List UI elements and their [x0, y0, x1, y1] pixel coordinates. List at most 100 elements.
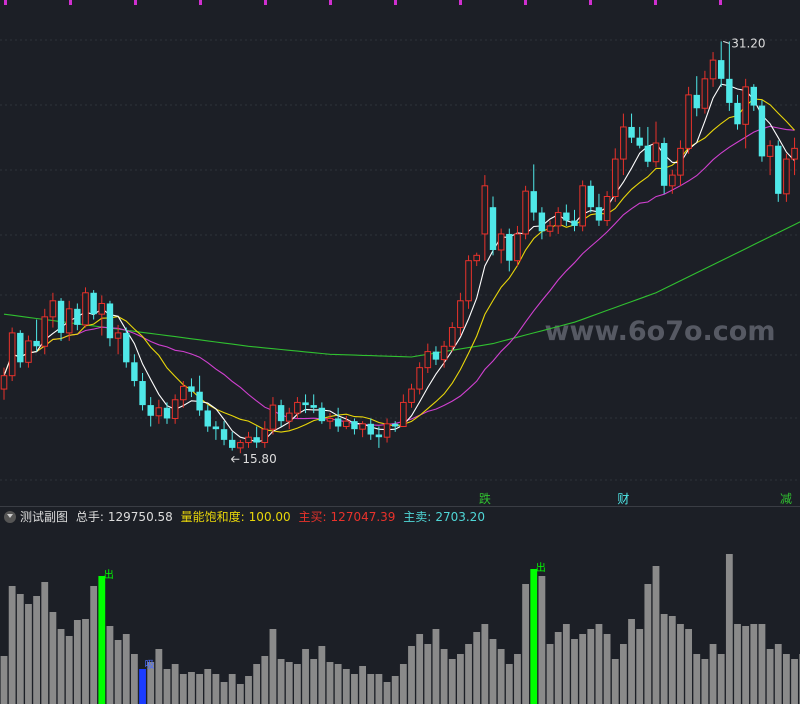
- volume-chart[interactable]: 出吸 出: [0, 526, 800, 704]
- candle-body: [74, 308, 81, 325]
- low-arrow: [230, 455, 240, 463]
- volume-bar: [571, 639, 578, 704]
- candle-body: [180, 385, 187, 401]
- volume-bar: [660, 614, 668, 704]
- candle-body: [106, 303, 114, 339]
- candle-body: [82, 292, 89, 326]
- volume-bar: [114, 640, 122, 704]
- kline-chart[interactable]: www.6o7o.com 31.20 15.80 跌 财 减: [0, 0, 800, 508]
- candle-body: [367, 423, 374, 435]
- ma5-line: [3, 83, 795, 443]
- indicator-title[interactable]: 测试副图: [20, 510, 69, 524]
- volume-bar: [530, 569, 538, 704]
- candle-body: [220, 429, 228, 440]
- buy-value: 127047.39: [330, 510, 396, 524]
- volume-bar: [546, 644, 554, 704]
- top-tick: [524, 0, 527, 5]
- candle-body: [595, 207, 603, 221]
- candle-body: [457, 300, 464, 329]
- volume-bar: [709, 644, 717, 704]
- volume-bar: [310, 659, 318, 704]
- candle-body: [726, 78, 733, 103]
- volume-bar: [489, 639, 497, 704]
- high-arrow: [723, 40, 730, 44]
- candle-body: [522, 190, 529, 235]
- volume-bar: [220, 682, 228, 704]
- low-price-label: 15.80: [242, 452, 276, 466]
- chu-label: 出: [104, 568, 114, 581]
- candle-body: [294, 401, 301, 414]
- candle-body: [416, 367, 423, 390]
- volume-bar: [139, 669, 146, 704]
- candle-body: [506, 233, 513, 261]
- ma10-line: [3, 98, 795, 433]
- candle-body: [571, 220, 578, 226]
- volume-bar: [90, 586, 98, 704]
- candle-body: [334, 418, 342, 427]
- top-tick: [134, 0, 137, 5]
- candle-body: [253, 437, 260, 443]
- volume-bar: [179, 674, 187, 704]
- candle-body: [587, 185, 594, 208]
- volume-bar: [294, 664, 301, 704]
- candle-body: [563, 212, 570, 221]
- volume-bar: [652, 566, 660, 704]
- volume-bar: [73, 620, 81, 704]
- volume-bar: [750, 624, 758, 704]
- candle-body: [245, 436, 252, 444]
- sub-indicator-header: 测试副图 总手: 129750.58 量能饱和度: 100.00 主买: 127047…: [0, 506, 800, 527]
- candle-body: [25, 340, 32, 363]
- candle-body: [669, 174, 676, 187]
- sell-label: 主卖:: [403, 510, 432, 524]
- candles[interactable]: [0, 41, 798, 454]
- candle-body: [49, 300, 57, 318]
- volume-bar: [399, 664, 407, 704]
- volume-bar: [41, 582, 49, 704]
- ma60-line: [3, 221, 800, 358]
- volume-bar: [391, 676, 399, 704]
- ma-lines: [3, 83, 800, 443]
- volume-bar: [514, 654, 521, 704]
- volume-bars: [0, 554, 800, 704]
- candle-body: [310, 405, 317, 408]
- collapse-toggle-icon[interactable]: [4, 511, 16, 523]
- candle-body: [114, 332, 122, 339]
- volume-bar: [538, 576, 546, 704]
- energy-label: 量能饱和度:: [180, 510, 245, 524]
- volume-bar: [269, 629, 277, 704]
- volume-bar: [277, 659, 285, 704]
- volume-bar: [98, 576, 106, 704]
- volume-bar: [595, 624, 603, 704]
- volume-bar: [351, 674, 358, 704]
- signal-marker: 减: [780, 492, 792, 506]
- volume-bar: [554, 632, 562, 704]
- volume-bar: [579, 634, 587, 704]
- xi-label: 吸: [145, 660, 155, 671]
- buy-label: 主买:: [298, 510, 327, 524]
- total-label: 总手:: [75, 510, 104, 524]
- candle-body: [33, 340, 40, 347]
- volume-bar: [611, 659, 619, 704]
- volume-bar: [57, 629, 65, 704]
- candle-body: [0, 375, 8, 390]
- candle-body: [497, 233, 505, 251]
- candle-body: [57, 300, 65, 333]
- volume-bar: [774, 644, 782, 704]
- volume-bar: [0, 656, 8, 704]
- candle-body: [685, 94, 692, 149]
- candle-body: [90, 292, 97, 315]
- candle-body: [261, 428, 269, 444]
- volume-bar: [147, 662, 155, 704]
- candle-body: [139, 381, 146, 406]
- volume-bar: [33, 596, 40, 704]
- candle-body: [383, 423, 391, 438]
- sell-value: 2703.20: [435, 510, 485, 524]
- candle-body: [171, 399, 179, 419]
- volume-bar: [791, 659, 798, 704]
- volume-bar: [122, 634, 130, 704]
- candle-body: [204, 410, 211, 427]
- volume-bar: [171, 664, 179, 704]
- volume-labels: 出吸 出: [104, 561, 546, 671]
- volume-bar: [636, 629, 644, 704]
- candle-body: [791, 147, 798, 160]
